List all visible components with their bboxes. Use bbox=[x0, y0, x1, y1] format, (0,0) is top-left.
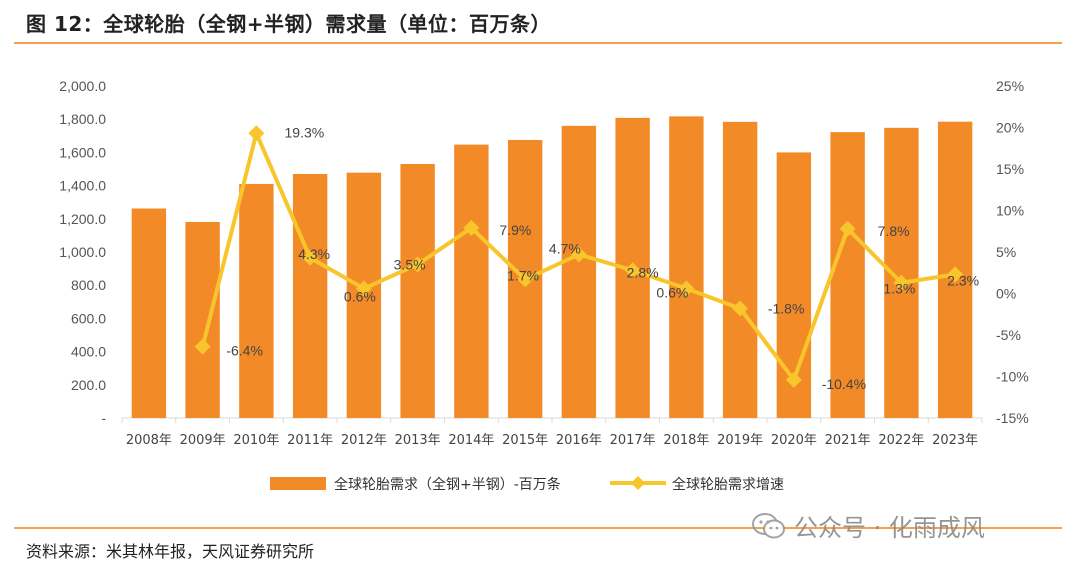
line-point bbox=[947, 266, 964, 283]
line-point bbox=[463, 219, 480, 236]
line-point bbox=[194, 338, 211, 355]
y-left-tick-label: 1,800.0 bbox=[59, 111, 106, 127]
y-right-tick-label: 0% bbox=[996, 286, 1016, 302]
line-point bbox=[732, 300, 749, 317]
watermark-text: 公众号 · 化雨成风 bbox=[794, 514, 985, 542]
y-left-tick-label: 200.0 bbox=[71, 377, 106, 393]
line-point bbox=[570, 246, 587, 263]
x-tick-label: 2012年 bbox=[341, 433, 387, 448]
x-tick-label: 2016年 bbox=[556, 433, 602, 448]
x-tick-label: 2015年 bbox=[502, 433, 548, 448]
data-label: 4.7% bbox=[549, 240, 581, 256]
data-label: 7.9% bbox=[499, 222, 531, 238]
x-tick-label: 2010年 bbox=[233, 433, 279, 448]
growth-line-series bbox=[194, 125, 964, 388]
data-label: -10.4% bbox=[822, 376, 866, 392]
data-label: -6.4% bbox=[226, 343, 263, 359]
y-left-tick-label: 2,000.0 bbox=[59, 78, 106, 94]
y-left-tick-label: 1,000.0 bbox=[59, 244, 106, 260]
line-point bbox=[785, 371, 802, 388]
data-label: 7.8% bbox=[878, 223, 910, 239]
bar bbox=[239, 183, 274, 418]
y-left-tick-label: 600.0 bbox=[71, 310, 106, 326]
line-point bbox=[355, 280, 372, 297]
y-right-tick-label: 20% bbox=[996, 120, 1024, 136]
wechat-icon bbox=[752, 512, 785, 538]
data-label: -1.8% bbox=[768, 300, 805, 316]
line-point bbox=[409, 256, 426, 273]
data-label: 0.6% bbox=[656, 285, 688, 301]
data-labels: -6.4% 19.3% 4.3% 0.6% 3.5% 7.9% 1.7% 4.7% 2.8% 0.… bbox=[226, 124, 979, 392]
source-note: 资料来源：米其林年报，天风证券研究所 bbox=[26, 542, 315, 561]
line-point bbox=[678, 280, 695, 297]
y-right-tick-label: -5% bbox=[996, 327, 1021, 343]
data-label: 0.6% bbox=[344, 289, 376, 305]
x-tick-label: 2021年 bbox=[825, 433, 871, 448]
x-tick-label: 2017年 bbox=[610, 433, 656, 448]
line-point bbox=[517, 271, 534, 288]
y-right-tick-label: 10% bbox=[996, 203, 1024, 219]
x-tick-label: 2020年 bbox=[771, 433, 817, 448]
data-label: 2.8% bbox=[627, 264, 659, 280]
bar bbox=[722, 121, 758, 418]
y-right-tick-label: 25% bbox=[996, 78, 1024, 94]
x-tick-label: 2011年 bbox=[287, 433, 333, 448]
line-point bbox=[248, 125, 265, 142]
y-left-tick-label: - bbox=[101, 410, 106, 426]
legend: 全球轮胎需求（全钢+半钢）-百万条 全球轮胎需求增速 bbox=[270, 476, 784, 493]
data-label: 1.3% bbox=[883, 281, 915, 297]
x-tick-label: 2018年 bbox=[663, 433, 709, 448]
y-right-tick-label: 5% bbox=[996, 244, 1016, 260]
y-left-tick-label: 1,200.0 bbox=[59, 211, 106, 227]
x-tick-label: 2008年 bbox=[126, 433, 172, 448]
y-right-tick-label: -15% bbox=[996, 410, 1029, 426]
line-point bbox=[839, 220, 856, 237]
legend-bar-swatch bbox=[270, 477, 326, 490]
bar bbox=[454, 144, 489, 418]
data-label: 3.5% bbox=[394, 256, 426, 272]
line-point bbox=[893, 274, 910, 291]
bar bbox=[830, 132, 865, 418]
data-label: 2.3% bbox=[947, 272, 979, 288]
footer-divider bbox=[14, 527, 1062, 529]
chart-axes: - 200.0 400.0 600.0 800.0 1,000.0 1,200.0 1,400… bbox=[59, 78, 1028, 448]
bar-series bbox=[131, 116, 973, 419]
y-right-tick-label: 15% bbox=[996, 161, 1024, 177]
legend-line-marker bbox=[631, 476, 645, 490]
data-label: 1.7% bbox=[507, 267, 539, 283]
bar bbox=[292, 173, 328, 418]
watermark: 公众号 · 化雨成风 bbox=[752, 508, 985, 543]
y-left-tick-label: 1,600.0 bbox=[59, 144, 106, 160]
y-left-tick-label: 1,400.0 bbox=[59, 178, 106, 194]
x-tick-label: 2013年 bbox=[395, 433, 441, 448]
bar bbox=[561, 125, 597, 418]
legend-bar-label: 全球轮胎需求（全钢+半钢）-百万条 bbox=[334, 476, 561, 493]
x-tick-label: 2019年 bbox=[717, 433, 763, 448]
legend-line-label: 全球轮胎需求增速 bbox=[672, 476, 784, 493]
x-tick-label: 2023年 bbox=[932, 433, 978, 448]
data-label: 19.3% bbox=[285, 124, 325, 140]
bar bbox=[185, 221, 220, 418]
bar bbox=[669, 116, 704, 419]
line-point bbox=[302, 249, 319, 266]
title-divider bbox=[14, 42, 1062, 44]
x-tick-label: 2009年 bbox=[180, 433, 226, 448]
x-tick-label: 2022年 bbox=[878, 433, 924, 448]
y-left-tick-label: 800.0 bbox=[71, 277, 106, 293]
line-point bbox=[624, 262, 641, 279]
page-title: 图 12：全球轮胎（全钢+半钢）需求量（单位：百万条） bbox=[26, 12, 552, 36]
y-right-tick-label: -10% bbox=[996, 369, 1029, 385]
bar bbox=[400, 164, 435, 418]
data-label: 4.3% bbox=[298, 246, 330, 262]
bar bbox=[131, 208, 167, 418]
x-tick-label: 2014年 bbox=[448, 433, 494, 448]
y-left-tick-label: 400.0 bbox=[71, 344, 106, 360]
